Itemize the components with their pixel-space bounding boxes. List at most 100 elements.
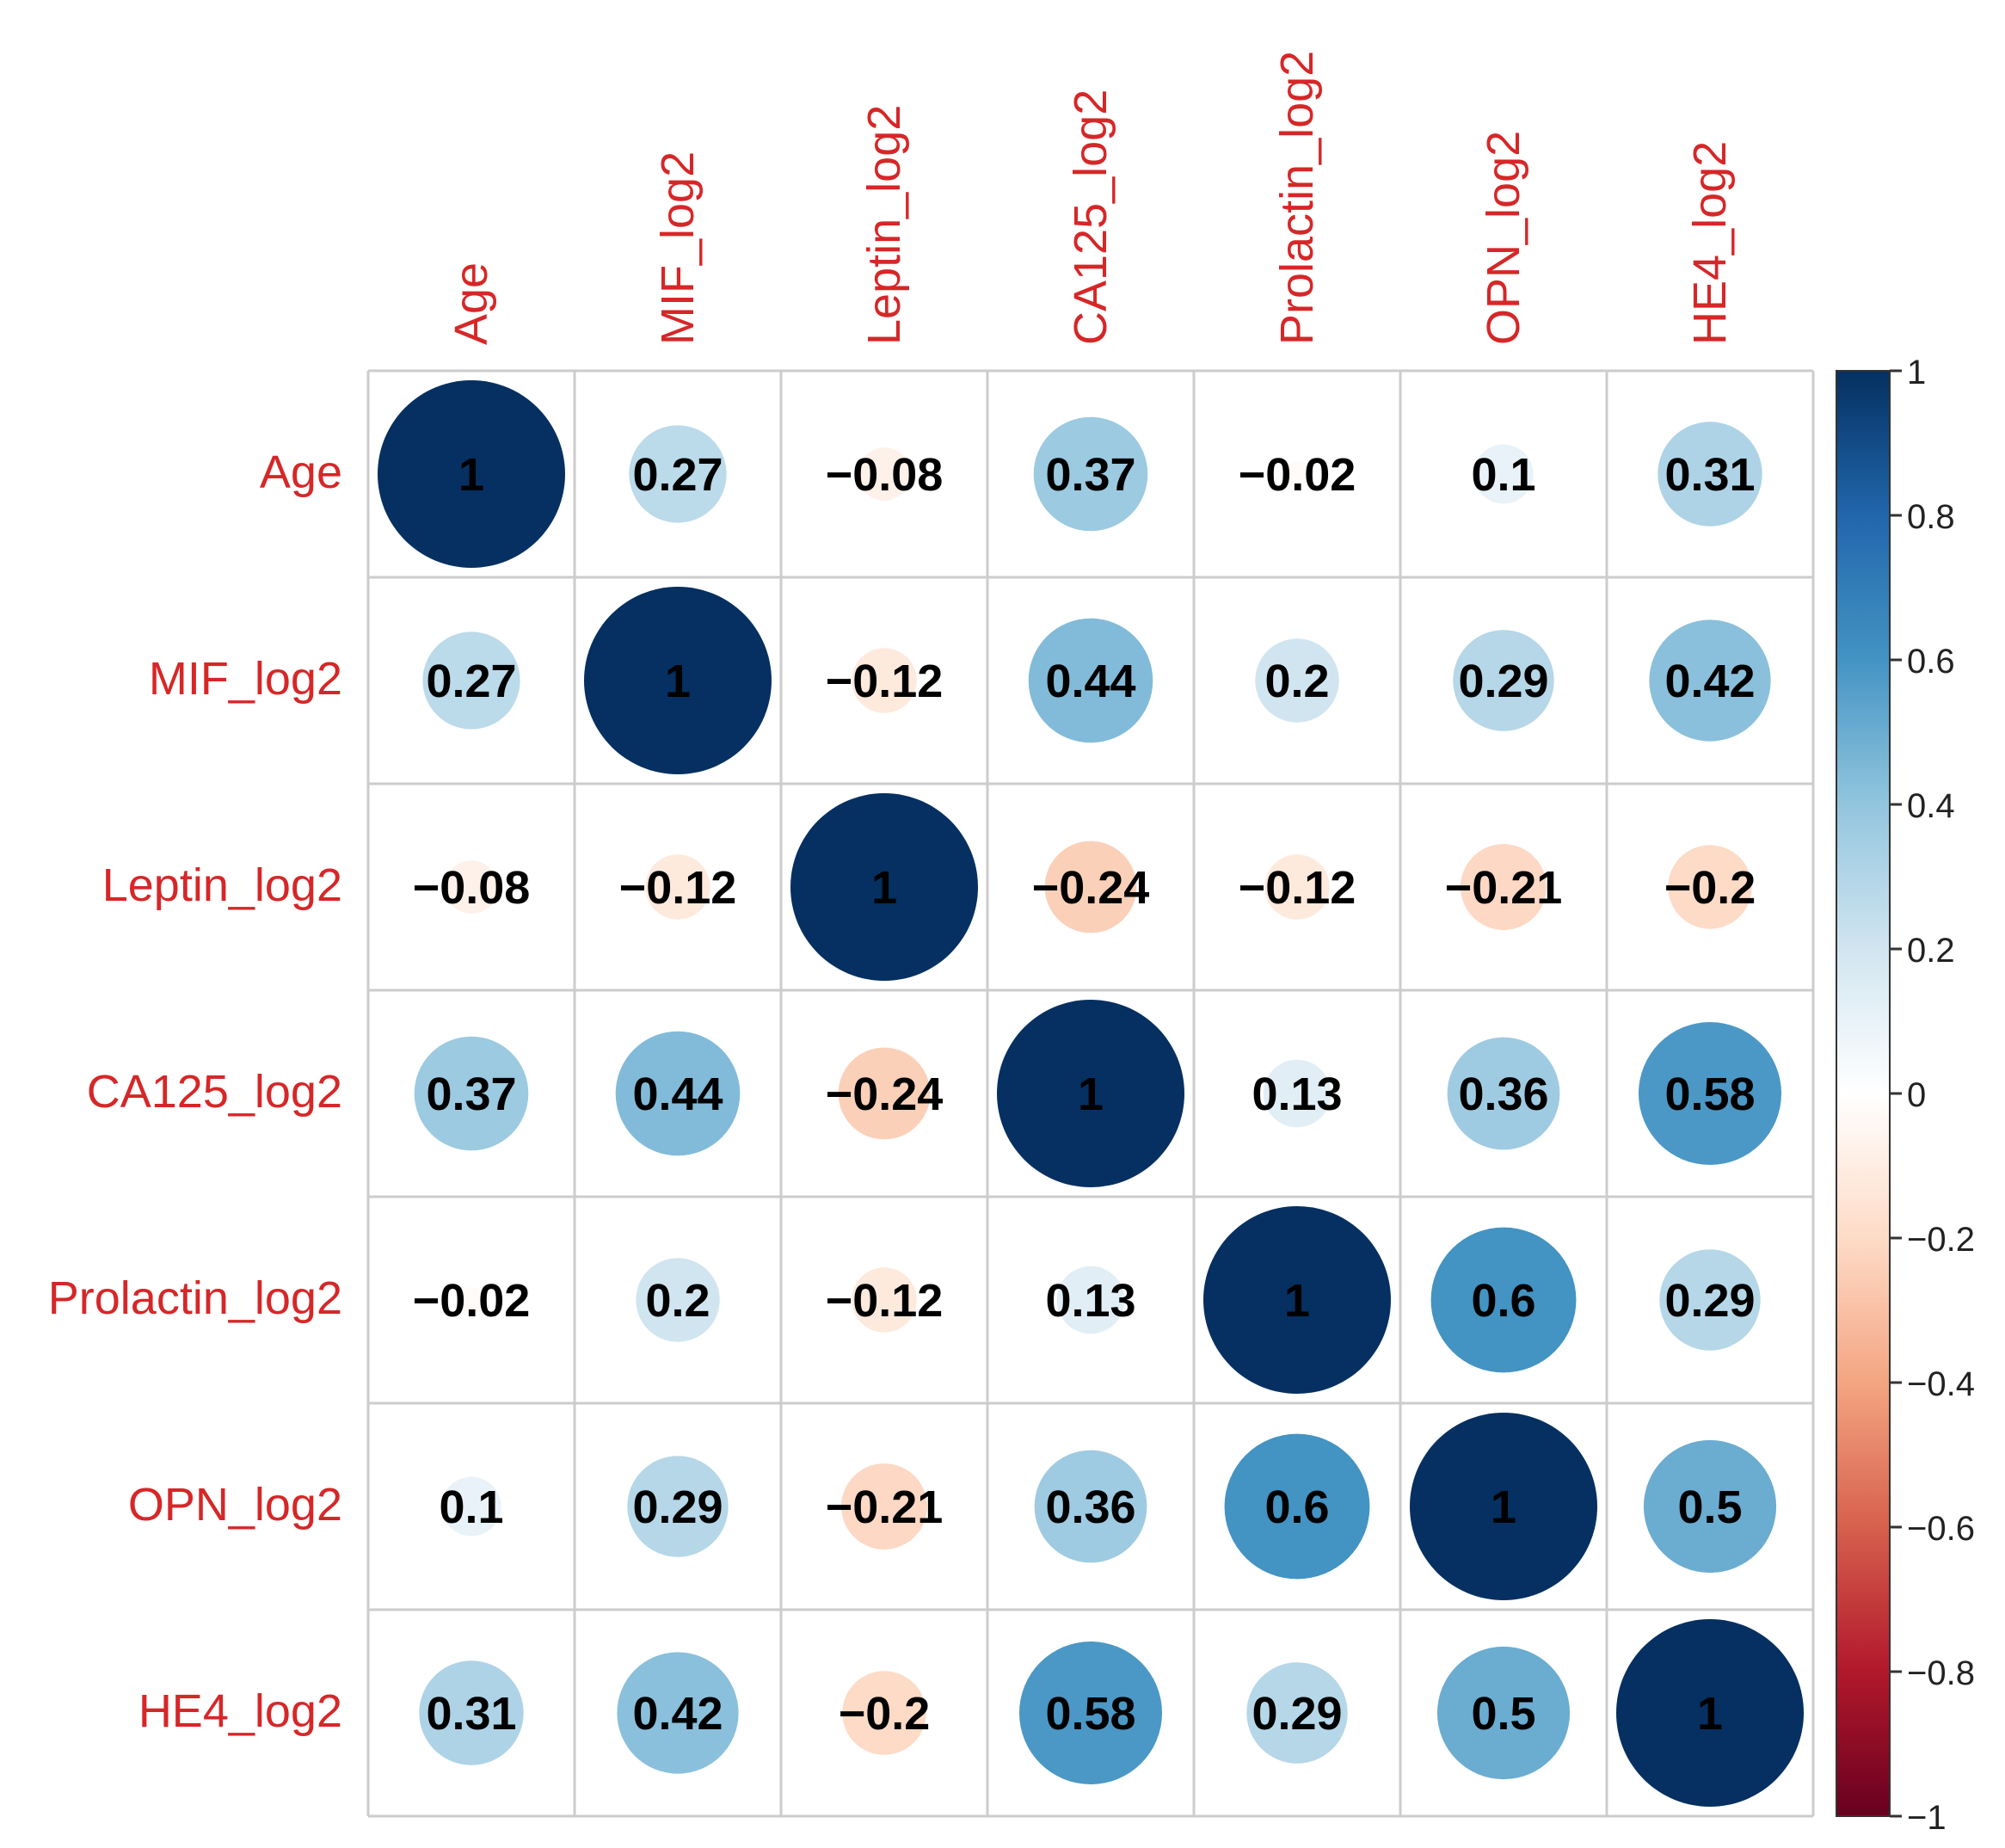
correlation-circle bbox=[378, 380, 565, 568]
correlation-value-label: 0.27 bbox=[426, 656, 516, 707]
correlation-value-label: 0.58 bbox=[1045, 1688, 1135, 1740]
correlation-value-label: 0.37 bbox=[1045, 449, 1135, 501]
correlation-value-label: 1 bbox=[1078, 1069, 1104, 1120]
correlation-circle bbox=[1033, 416, 1148, 532]
correlation-circle bbox=[1616, 1619, 1804, 1807]
correlation-circle bbox=[1668, 845, 1752, 929]
correlation-value-label: 0.27 bbox=[632, 449, 723, 501]
row-labels: Age MIF_log2 Leptin_log2 CA125_log2 Prolacti… bbox=[48, 447, 342, 1737]
correlation-circle bbox=[645, 854, 710, 920]
correlation-value-label: −0.12 bbox=[1239, 862, 1356, 914]
correlation-circle bbox=[852, 1267, 917, 1333]
row-label: MIF_log2 bbox=[149, 653, 342, 705]
correlation-circle bbox=[852, 648, 917, 713]
correlation-circle bbox=[419, 1660, 524, 1765]
correlation-circle bbox=[629, 425, 727, 523]
correlation-circle bbox=[1264, 854, 1330, 920]
correlation-value-label: 0.36 bbox=[1458, 1069, 1548, 1120]
correlation-circle bbox=[1283, 460, 1311, 488]
correlation-value-label: 0.29 bbox=[1458, 656, 1548, 707]
correlation-circle bbox=[1410, 1413, 1597, 1600]
correlation-value-label: 1 bbox=[1284, 1275, 1310, 1327]
correlation-value-label: 0.36 bbox=[1045, 1481, 1135, 1533]
correlation-value-label: 0.29 bbox=[632, 1481, 723, 1533]
column-label: MIF_log2 bbox=[652, 151, 704, 345]
correlation-value-label: 0.1 bbox=[1471, 449, 1535, 501]
correlation-circle bbox=[1430, 1227, 1577, 1373]
correlation-value-label: 0.58 bbox=[1664, 1069, 1755, 1120]
correlation-value-label: 0.29 bbox=[1252, 1688, 1342, 1740]
column-label: Prolactin_log2 bbox=[1271, 51, 1323, 345]
column-label: Age bbox=[446, 262, 497, 345]
correlation-value-label: −0.21 bbox=[1445, 862, 1563, 914]
correlation-circle bbox=[1453, 630, 1554, 731]
correlation-value-label: −0.2 bbox=[839, 1688, 931, 1740]
correlation-circle bbox=[627, 1456, 729, 1557]
colorbar: 1 0.8 0.6 0.4 0.2 0 −0.2 −0.4 −0.6 −0.8 −1 bbox=[1836, 354, 1975, 1837]
correlation-value-label: 0.5 bbox=[1677, 1481, 1742, 1533]
colorbar-tick-label: 0.4 bbox=[1907, 787, 1955, 825]
correlation-circle bbox=[1658, 422, 1762, 527]
colorbar-tick-label: −0.6 bbox=[1907, 1510, 1975, 1548]
cells: 1 0.27 −0.08 0.37 −0.02 0.1 0.31 0.27 1 −0.12 0.44… bbox=[378, 380, 1804, 1807]
correlation-value-label: −0.12 bbox=[619, 862, 737, 914]
correlation-circle bbox=[1203, 1206, 1391, 1394]
correlation-circle bbox=[414, 1036, 529, 1151]
correlation-value-label: 0.44 bbox=[1045, 656, 1135, 707]
correlation-circle bbox=[1224, 1433, 1370, 1580]
colorbar-tick-label: −1 bbox=[1907, 1799, 1947, 1837]
correlation-circle bbox=[838, 1047, 931, 1140]
correlation-circle bbox=[1447, 1037, 1560, 1150]
correlation-circle bbox=[1461, 844, 1547, 930]
correlation-circle bbox=[1649, 619, 1771, 742]
correlation-circle bbox=[584, 587, 772, 774]
row-label: Prolactin_log2 bbox=[48, 1272, 342, 1324]
correlation-value-label: 0.2 bbox=[645, 1275, 710, 1327]
column-label: HE4_log2 bbox=[1684, 141, 1736, 345]
colorbar-tick-label: 0.2 bbox=[1907, 932, 1955, 970]
correlation-circle bbox=[1246, 1662, 1348, 1764]
colorbar-bar bbox=[1836, 370, 1891, 1817]
correlation-circle bbox=[1034, 1450, 1147, 1563]
correlation-value-label: −0.02 bbox=[413, 1275, 531, 1327]
correlation-value-label: 0.44 bbox=[632, 1069, 723, 1120]
correlation-value-label: 0.31 bbox=[1664, 449, 1755, 501]
correlation-circle bbox=[615, 1031, 741, 1156]
correlation-value-label: 0.37 bbox=[426, 1069, 516, 1120]
correlation-value-label: 0.29 bbox=[1664, 1275, 1755, 1327]
correlation-circle bbox=[842, 1671, 926, 1755]
correlation-circle bbox=[1028, 618, 1153, 743]
correlation-value-label: −0.24 bbox=[1032, 862, 1150, 914]
correlation-value-label: −0.24 bbox=[826, 1069, 944, 1120]
correlation-value-label: −0.12 bbox=[826, 1275, 944, 1327]
correlation-value-label: 0.2 bbox=[1264, 656, 1329, 707]
correlation-circle bbox=[841, 1463, 927, 1549]
correlation-value-label: 1 bbox=[871, 862, 897, 914]
correlation-circle bbox=[1044, 841, 1137, 933]
correlation-circle bbox=[1659, 1249, 1761, 1351]
correlation-value-label: 0.31 bbox=[426, 1688, 516, 1740]
correlation-circle bbox=[1255, 638, 1339, 723]
correlation-value-label: 1 bbox=[1491, 1481, 1516, 1533]
row-label: Leptin_log2 bbox=[102, 859, 342, 911]
colorbar-tick-label: 0.8 bbox=[1907, 498, 1955, 536]
correlation-value-label: −0.12 bbox=[826, 656, 944, 707]
row-label: CA125_log2 bbox=[87, 1066, 342, 1118]
correlation-circle bbox=[1056, 1266, 1125, 1334]
row-label: HE4_log2 bbox=[138, 1685, 342, 1737]
correlation-circle bbox=[997, 1000, 1184, 1187]
correlation-value-label: 0.13 bbox=[1252, 1069, 1342, 1120]
correlation-circle bbox=[790, 793, 978, 981]
correlation-circle bbox=[441, 1476, 501, 1537]
colorbar-tick-label: 1 bbox=[1907, 354, 1926, 391]
correlation-circle bbox=[1473, 444, 1534, 504]
correlation-circle bbox=[636, 1258, 720, 1342]
correlation-value-label: −0.2 bbox=[1664, 862, 1756, 914]
correlation-value-label: −0.08 bbox=[413, 862, 531, 914]
correlation-value-label: 0.42 bbox=[1664, 656, 1755, 707]
correlation-circle bbox=[422, 631, 520, 730]
correlation-value-label: 0.1 bbox=[439, 1481, 503, 1533]
correlation-value-label: 0.5 bbox=[1471, 1688, 1535, 1740]
correlation-value-label: 1 bbox=[665, 656, 691, 707]
